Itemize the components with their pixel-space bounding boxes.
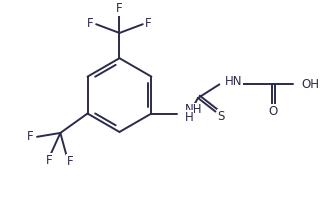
Text: F: F (67, 155, 73, 168)
Text: F: F (27, 130, 34, 143)
Text: F: F (145, 17, 152, 30)
Text: F: F (45, 154, 52, 167)
Text: F: F (116, 2, 123, 15)
Text: O: O (268, 105, 277, 118)
Text: F: F (87, 17, 94, 30)
Text: HN: HN (225, 75, 243, 88)
Text: S: S (218, 110, 225, 123)
Text: NH: NH (184, 103, 202, 116)
Text: OH: OH (301, 78, 319, 91)
Text: H: H (184, 111, 193, 124)
